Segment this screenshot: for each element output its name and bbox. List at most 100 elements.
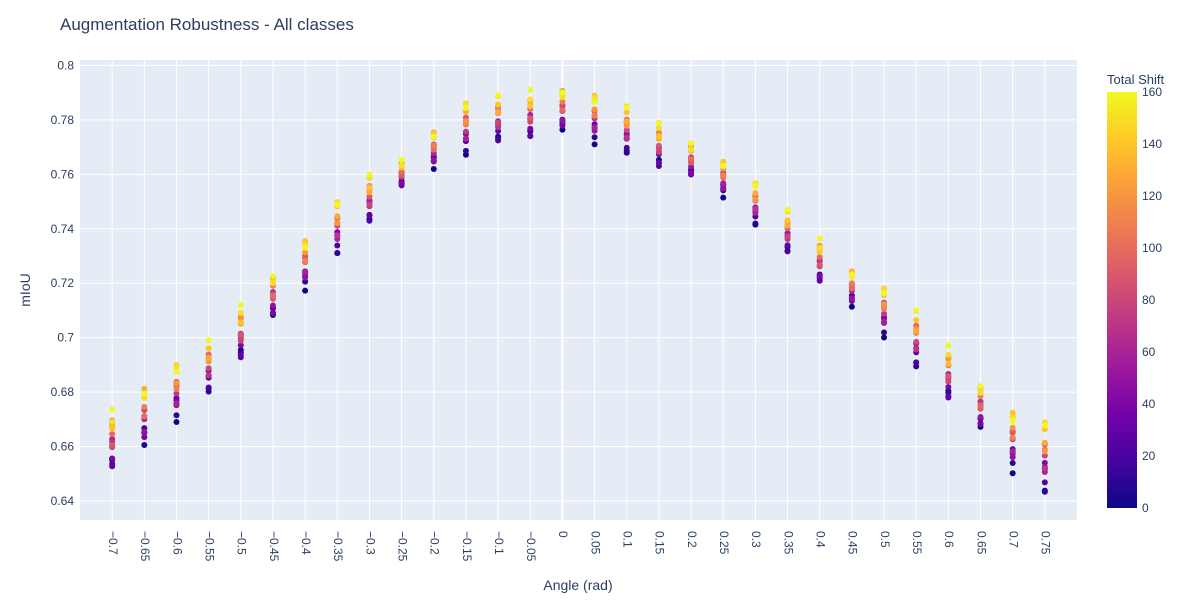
- data-point: [688, 146, 695, 153]
- data-point: [495, 92, 502, 99]
- data-point: [559, 117, 566, 124]
- data-point: [141, 385, 148, 392]
- data-point: [881, 301, 888, 308]
- data-point: [1009, 470, 1016, 477]
- data-point: [366, 193, 373, 200]
- data-point: [141, 403, 148, 410]
- data-point: [366, 212, 373, 219]
- data-point: [752, 205, 759, 212]
- data-point: [527, 86, 534, 93]
- data-point: [784, 242, 791, 249]
- colorbar-tick-label: 120: [1142, 189, 1162, 203]
- x-tick-label: 0.25: [717, 531, 731, 555]
- data-point: [977, 413, 984, 420]
- colorbar-tick-label: 20: [1142, 449, 1156, 463]
- data-point: [237, 352, 244, 359]
- data-point: [945, 360, 952, 367]
- data-point: [945, 351, 952, 358]
- x-tick-label: 0.4: [814, 531, 828, 548]
- data-point: [816, 235, 823, 242]
- y-tick-label: 0.74: [51, 222, 75, 236]
- data-point: [1009, 417, 1016, 424]
- data-point: [366, 217, 373, 224]
- x-tick-label: 0.5: [878, 531, 892, 548]
- data-point: [752, 220, 759, 227]
- data-point: [366, 201, 373, 208]
- data-point: [945, 373, 952, 380]
- x-tick-label: −0.65: [138, 531, 152, 562]
- data-point: [173, 412, 180, 419]
- data-point: [559, 106, 566, 113]
- data-point: [302, 268, 309, 275]
- data-point: [977, 383, 984, 390]
- data-point: [1041, 488, 1048, 495]
- x-tick-label: 0.65: [974, 531, 988, 555]
- colorbar-tick-label: 40: [1142, 397, 1156, 411]
- data-point: [784, 248, 791, 255]
- data-point: [623, 104, 630, 111]
- data-point: [269, 273, 276, 280]
- data-point: [784, 233, 791, 240]
- data-point: [237, 342, 244, 349]
- data-point: [334, 250, 341, 257]
- plot-area: [80, 60, 1077, 520]
- data-point: [623, 144, 630, 151]
- data-point: [559, 94, 566, 101]
- y-tick-label: 0.66: [51, 440, 75, 454]
- colorbar-tick-label: 140: [1142, 137, 1162, 151]
- data-point: [816, 277, 823, 284]
- data-point: [1009, 424, 1016, 431]
- x-tick-label: −0.3: [363, 531, 377, 555]
- data-point: [977, 421, 984, 428]
- data-point: [205, 372, 212, 379]
- data-point: [527, 125, 534, 132]
- data-point: [623, 134, 630, 141]
- data-point: [720, 180, 727, 187]
- data-point: [334, 213, 341, 220]
- data-point: [945, 383, 952, 390]
- x-tick-label: −0.05: [524, 531, 538, 562]
- data-point: [623, 127, 630, 134]
- data-point: [688, 140, 695, 147]
- data-point: [848, 285, 855, 292]
- data-point: [495, 101, 502, 108]
- data-point: [848, 271, 855, 278]
- data-point: [398, 180, 405, 187]
- data-point: [913, 317, 920, 324]
- data-point: [462, 100, 469, 107]
- data-point: [1009, 454, 1016, 461]
- x-axis-label: Angle (rad): [543, 577, 612, 593]
- x-tick-label: 0.1: [621, 531, 635, 548]
- colorbar-tick-label: 160: [1142, 85, 1162, 99]
- data-point: [881, 290, 888, 297]
- data-point: [784, 222, 791, 229]
- data-point: [752, 183, 759, 190]
- data-point: [109, 431, 116, 438]
- data-point: [398, 168, 405, 175]
- data-point: [269, 280, 276, 287]
- data-point: [237, 301, 244, 308]
- chart-title: Augmentation Robustness - All classes: [60, 15, 354, 34]
- data-point: [109, 442, 116, 449]
- data-point: [398, 162, 405, 169]
- data-point: [591, 106, 598, 113]
- data-point: [752, 190, 759, 197]
- data-point: [816, 254, 823, 261]
- data-point: [366, 184, 373, 191]
- data-point: [527, 96, 534, 103]
- data-point: [655, 142, 662, 149]
- data-point: [430, 133, 437, 140]
- data-point: [302, 249, 309, 256]
- y-axis-label: mIoU: [17, 273, 33, 306]
- x-tick-label: −0.35: [331, 531, 345, 562]
- x-tick-label: −0.45: [267, 531, 281, 562]
- x-tick-label: −0.1: [492, 531, 506, 555]
- data-point: [1041, 479, 1048, 486]
- data-point: [655, 124, 662, 131]
- x-tick-label: 0.75: [1039, 531, 1053, 555]
- data-point: [109, 463, 116, 470]
- data-point: [237, 319, 244, 326]
- data-point: [366, 189, 373, 196]
- data-point: [462, 104, 469, 111]
